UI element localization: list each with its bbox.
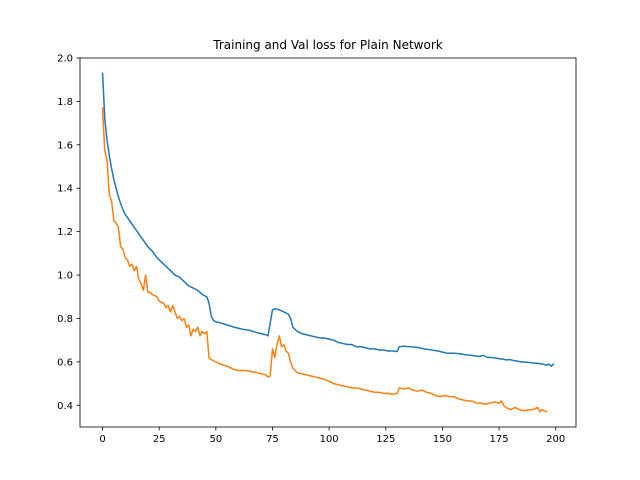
y-tick-label: 1.8 (57, 97, 73, 108)
x-tick-label: 25 (153, 434, 166, 445)
y-tick-label: 2.0 (57, 54, 73, 65)
y-axis: 0.4 0.6 0.8 1.0 1.2 1.4 1.6 1.8 2.0 (57, 54, 80, 412)
y-tick-label: 0.8 (57, 314, 73, 325)
y-tick-label: 1.2 (57, 227, 73, 238)
series-line-1 (101, 107, 548, 413)
x-tick-label: 100 (320, 434, 339, 445)
y-tick-label: 0.6 (57, 357, 73, 368)
x-tick-label: 75 (266, 434, 279, 445)
x-tick-label: 125 (376, 434, 395, 445)
chart-title: Training and Val loss for Plain Network (212, 38, 442, 52)
y-tick-label: 1.6 (57, 140, 73, 151)
series-line-0 (101, 72, 555, 367)
x-axis: 0 25 50 75 100 125 150 175 200 (99, 427, 565, 445)
plot-frame (79, 57, 577, 428)
x-tick-label: 200 (546, 434, 565, 445)
y-tick-label: 0.4 (57, 401, 73, 412)
x-tick-label: 175 (490, 434, 509, 445)
y-tick-label: 1.0 (57, 271, 73, 282)
y-tick-label: 1.4 (57, 184, 73, 195)
x-tick-label: 50 (209, 434, 222, 445)
series-layer (101, 72, 555, 413)
x-tick-label: 150 (433, 434, 452, 445)
x-tick-label: 0 (99, 434, 105, 445)
